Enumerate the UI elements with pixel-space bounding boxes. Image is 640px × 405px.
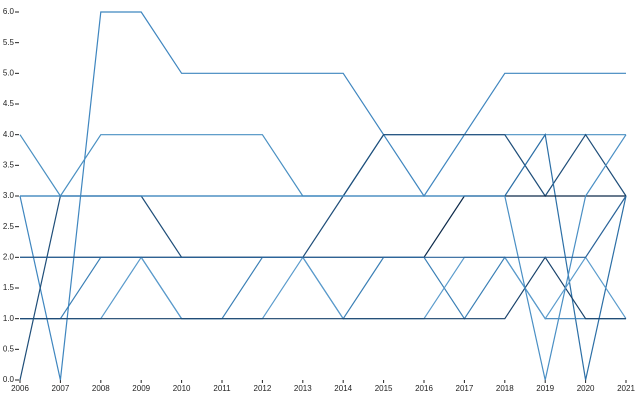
x-tick-label: 2010 (173, 384, 191, 393)
x-tick-label: 2008 (92, 384, 110, 393)
x-tick-label: 2011 (213, 384, 231, 393)
series-line (19, 134, 626, 198)
x-tick-label: 2017 (456, 384, 474, 393)
x-tick-label: 2014 (334, 384, 352, 393)
series-line (20, 195, 627, 258)
y-tick-label: 3.0 (3, 191, 15, 200)
y-tick-label: 3.5 (3, 160, 15, 169)
y-tick-label: 2.0 (3, 252, 15, 261)
y-tick-label: 1.5 (3, 283, 15, 292)
x-tick-label: 2006 (11, 384, 29, 393)
y-tick-label: 1.0 (3, 314, 15, 323)
x-tick-label: 2012 (254, 384, 272, 393)
x-tick-label: 2013 (294, 384, 312, 393)
x-tick-label: 2018 (496, 384, 514, 393)
x-tick-label: 2020 (577, 384, 595, 393)
y-tick-label: 2.5 (3, 222, 15, 231)
x-tick-label: 2007 (52, 384, 70, 393)
series-line (20, 256, 627, 320)
series-line (19, 11, 626, 381)
y-tick-label: 5.5 (3, 38, 15, 47)
y-tick-label: 5.0 (3, 68, 15, 77)
y-tick-label: 6.0 (3, 7, 15, 16)
x-tick-label: 2019 (536, 384, 554, 393)
x-tick-label: 2009 (132, 384, 150, 393)
x-tick-label: 2016 (415, 384, 433, 393)
y-tick-label: 0.5 (3, 344, 15, 353)
y-tick-label: 4.0 (3, 130, 15, 139)
x-tick-label: 2015 (375, 384, 393, 393)
y-tick-label: 4.5 (3, 99, 15, 108)
series-line (20, 134, 627, 381)
x-tick-label: 2021 (617, 384, 635, 393)
y-tick-label: 0.0 (3, 375, 15, 384)
